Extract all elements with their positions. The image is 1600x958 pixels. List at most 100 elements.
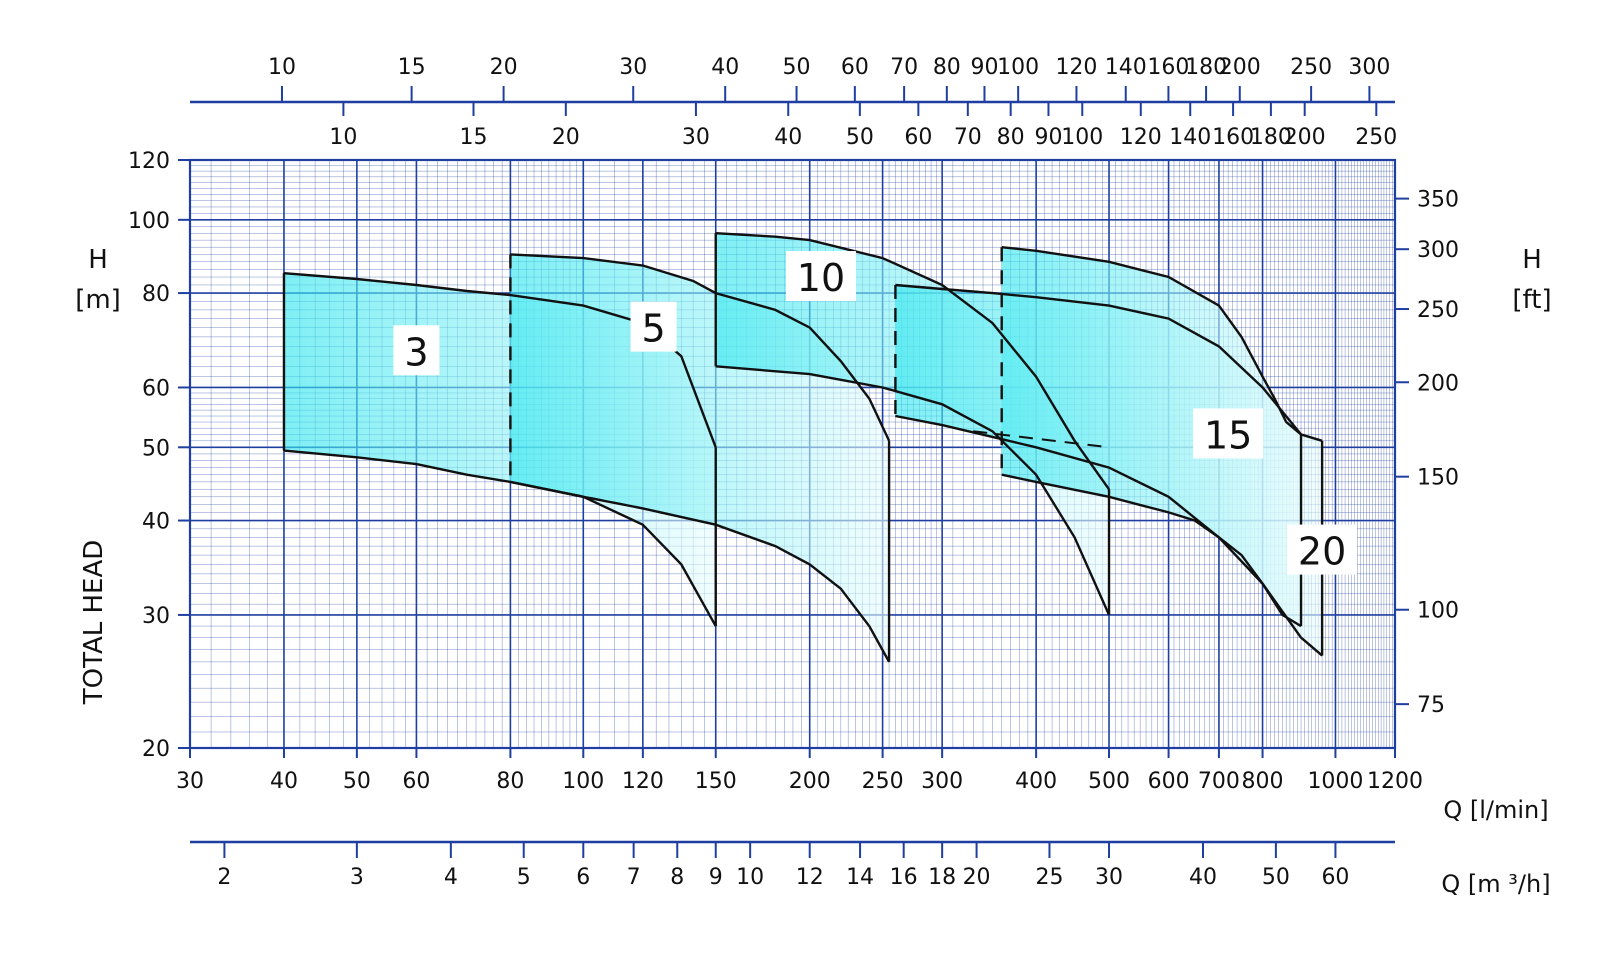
y-ft-tick-label: 250 [1417, 298, 1459, 323]
connector-dash-2 [895, 283, 993, 295]
top-axis-1-tick-label: 40 [711, 55, 739, 80]
y-tick-label: 60 [142, 376, 170, 401]
top-axis-2-tick-label: 140 [1169, 125, 1211, 150]
region-15-label: 15 [1204, 413, 1252, 457]
y-ft-axis-unit: [ft] [1512, 285, 1551, 315]
x-tick-label: 60 [402, 769, 430, 794]
x-tick-label: 400 [1015, 769, 1057, 794]
top-axis-1-tick-label: 140 [1105, 55, 1147, 80]
m3h-tick-label: 7 [627, 865, 641, 890]
top-axis-1-tick-label: 30 [619, 55, 647, 80]
x-tick-label: 1200 [1367, 769, 1423, 794]
m3h-tick-label: 60 [1321, 865, 1349, 890]
x-tick-label: 150 [695, 769, 737, 794]
top-axis-1-tick-label: 90 [970, 55, 998, 80]
region-15-label-box [1193, 408, 1264, 459]
top-axis-2-tick-label: 250 [1355, 125, 1397, 150]
region-10-lower-curve [715, 365, 1111, 616]
y-tick-label: 80 [142, 282, 170, 307]
m3h-tick-label: 8 [670, 865, 684, 890]
m3h-tick-label: 30 [1095, 865, 1123, 890]
x-tick-label: 80 [496, 769, 524, 794]
m3h-tick-label: 40 [1189, 865, 1217, 890]
y-tick-label: 30 [142, 604, 170, 629]
y-ft-tick-label: 350 [1417, 188, 1459, 213]
plot-frame [188, 158, 1397, 750]
y-axis-total-head-label: TOTAL HEAD [79, 540, 109, 706]
model-label-layer: 3 5 10 15 20 [393, 251, 1358, 575]
axis-layer: 30 40 50 60 80 100 120 150 200 250 300 400 500 600 700… [75, 55, 1551, 898]
top-axis-2-tick-label: 10 [329, 125, 357, 150]
top-axis-1-tick-label: 50 [783, 55, 811, 80]
m3h-tick-label: 16 [890, 865, 918, 890]
y-ft-tick-label: 100 [1417, 599, 1459, 624]
y-tick-label: 120 [128, 149, 170, 174]
top-axis-2-tick-label: 50 [846, 125, 874, 150]
x-tick-label: 250 [862, 769, 904, 794]
x-tick-label: 1000 [1307, 769, 1363, 794]
top-axis-2-tick-label: 40 [774, 125, 802, 150]
x-tick-label: 50 [343, 769, 371, 794]
m3h-tick-label: 3 [350, 865, 364, 890]
y-axis-symbol: H [88, 245, 108, 275]
top-axis-2-tick-label: 120 [1120, 125, 1162, 150]
top-axis-1-tick-label: 15 [398, 55, 426, 80]
m3h-tick-label: 12 [796, 865, 824, 890]
x-tick-label: 40 [270, 769, 298, 794]
m3h-tick-label: 4 [444, 865, 458, 890]
curve-fill-layer [284, 233, 1323, 662]
top-axis-1-tick-label: 180 [1185, 55, 1227, 80]
region-10-upper-curve [715, 232, 1110, 490]
y-axis-unit: [m] [75, 285, 121, 315]
region-3-label-box [393, 325, 440, 376]
top-axis-2-tick-label: 60 [904, 125, 932, 150]
m3h-tick-label: 2 [217, 865, 231, 890]
top-axis-1-tick-label: 200 [1219, 55, 1261, 80]
top-axis-1-tick-label: 70 [890, 55, 918, 80]
top-axis-2-tick-label: 80 [997, 125, 1025, 150]
region-10-label: 10 [797, 256, 845, 300]
x-tick-label: 700 [1198, 769, 1240, 794]
y-ft-tick-label: 200 [1417, 371, 1459, 396]
region-3-label: 3 [404, 330, 428, 374]
region-10-label-box [785, 251, 856, 302]
top-axis-1-tick-label: 60 [841, 55, 869, 80]
top-axis-2-tick-label: 180 [1250, 125, 1292, 150]
region-20-label-box [1287, 524, 1358, 575]
x-tick-label: 120 [622, 769, 664, 794]
x-axis-title: Q [l/min] [1443, 796, 1548, 824]
top-axis-2-tick-label: 70 [954, 125, 982, 150]
top-axis-1-tick-label: 10 [268, 55, 296, 80]
curve-line-layer [282, 232, 1324, 663]
m3h-axis-title: Q [m ³/h] [1441, 870, 1550, 898]
m3h-tick-label: 6 [576, 865, 590, 890]
y-ft-tick-label: 150 [1417, 466, 1459, 491]
x-tick-label: 200 [789, 769, 831, 794]
x-tick-label: 300 [921, 769, 963, 794]
top-axis-2-tick-label: 160 [1212, 125, 1254, 150]
m3h-tick-label: 18 [928, 865, 956, 890]
region-5-label-box [630, 301, 677, 352]
region-20-fill [895, 285, 1323, 656]
y-tick-label: 100 [128, 209, 170, 234]
m3h-tick-label: 20 [963, 865, 991, 890]
m3h-tick-label: 10 [736, 865, 764, 890]
y-tick-label: 40 [142, 510, 170, 535]
top-axis-1-tick-label: 20 [490, 55, 518, 80]
x-tick-label: 100 [562, 769, 604, 794]
x-tick-label: 500 [1088, 769, 1130, 794]
top-axis-2-tick-label: 20 [552, 125, 580, 150]
y-ft-axis-symbol: H [1522, 245, 1542, 275]
x-tick-label: 800 [1242, 769, 1284, 794]
m3h-tick-label: 9 [709, 865, 723, 890]
x-tick-label: 30 [176, 769, 204, 794]
top-axis-2-tick-label: 200 [1284, 125, 1326, 150]
y-ft-tick-label: 300 [1417, 238, 1459, 263]
y-tick-label: 50 [142, 436, 170, 461]
m3h-tick-label: 5 [517, 865, 531, 890]
top-axis-2-tick-label: 90 [1034, 125, 1062, 150]
x-tick-label: 600 [1148, 769, 1190, 794]
region-20-label: 20 [1298, 530, 1346, 574]
y-ft-tick-label: 75 [1417, 693, 1445, 718]
